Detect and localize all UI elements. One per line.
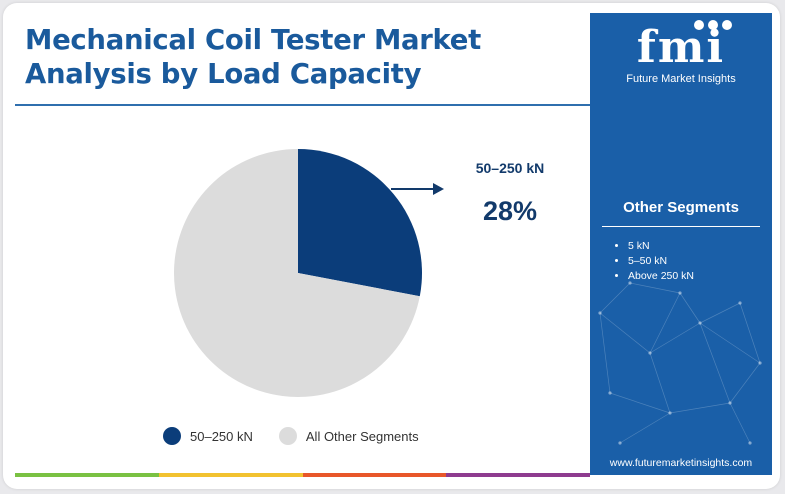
- accent-bar: [15, 473, 590, 477]
- legend-label: All Other Segments: [305, 428, 419, 444]
- pie-svg: [173, 149, 422, 397]
- legend-item-segment: 50–250 kN: [163, 427, 253, 445]
- legend: 50–250 kN All Other Segments: [163, 427, 445, 445]
- legend-swatch: [163, 427, 181, 445]
- callout-label: 50–250 kN: [475, 160, 545, 176]
- other-segments-heading: Other Segments: [623, 199, 739, 216]
- legend-item-others: All Other Segments: [278, 427, 419, 445]
- pie-slice-segment: [298, 149, 422, 297]
- accent-bar-orange: [302, 473, 447, 477]
- other-segments-list: 5 kN 5–50 kN Above 250 kN: [614, 239, 694, 284]
- legend-label: 50–250 kN: [190, 428, 253, 444]
- accent-bar-purple: [446, 473, 590, 477]
- website-link[interactable]: www.futuremarketinsights.com: [609, 457, 753, 469]
- infographic-card: Mechanical Coil Tester Market Analysis b…: [3, 3, 780, 489]
- list-item: Above 250 kN: [628, 269, 694, 284]
- accent-bar-yellow: [158, 473, 303, 477]
- accent-bar-green: [15, 473, 159, 477]
- fmi-logo: fmi Future Market Insights: [590, 22, 772, 86]
- pie-slice-others: [173, 149, 420, 397]
- other-segments-divider: [602, 226, 760, 227]
- network-pattern-icon: [598, 281, 762, 445]
- callout-value: 28%: [482, 196, 538, 226]
- logo-dots-icon: [694, 17, 736, 35]
- pie-chart: [153, 133, 443, 413]
- side-panel: fmi Future Market Insights Other Segment…: [590, 13, 772, 475]
- title-divider: [15, 104, 590, 106]
- legend-swatch: [278, 427, 297, 445]
- callout-arrow-icon: [391, 183, 444, 195]
- chart-title: Mechanical Coil Tester Market Analysis b…: [25, 24, 482, 90]
- logo-text: fmi: [636, 22, 726, 73]
- list-item: 5 kN: [628, 239, 694, 254]
- logo-tagline: Future Market Insights: [626, 73, 736, 85]
- list-item: 5–50 kN: [628, 254, 694, 269]
